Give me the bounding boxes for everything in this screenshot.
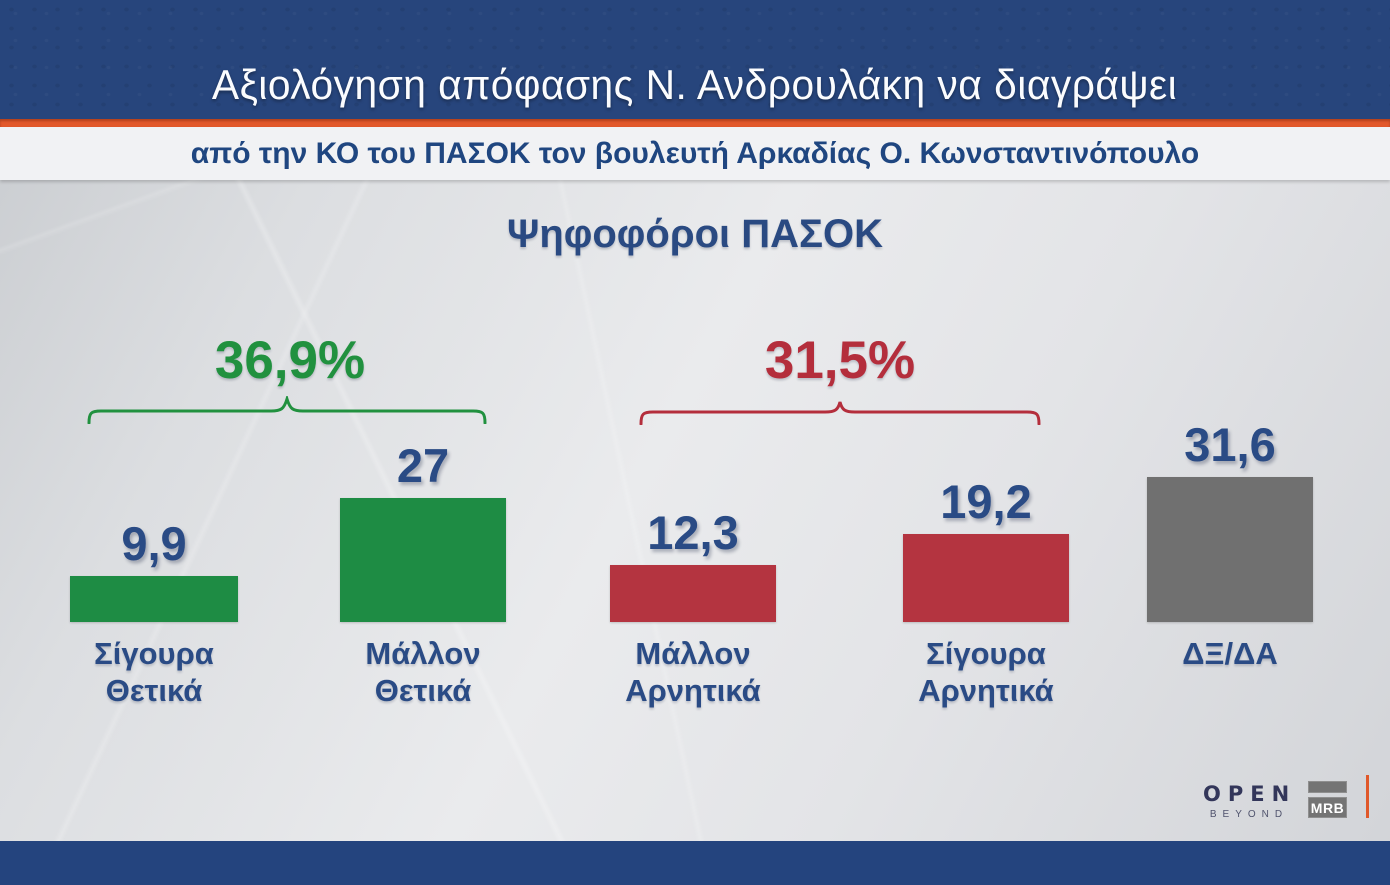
bar-value-label: 9,9 — [121, 517, 187, 570]
open-logo-subtext: BEYOND — [1209, 809, 1289, 820]
bottom-navy-bar — [0, 841, 1390, 885]
mrb-logo-text: MRB — [1308, 797, 1347, 818]
open-channel-logo: OPEN BEYOND — [1196, 782, 1296, 820]
bar-mallon-arnitika — [610, 565, 776, 622]
bar-value-label: 12,3 — [647, 506, 739, 559]
group-positive-percentage: 36,9% — [214, 331, 366, 390]
bar-column-mallon-thetika: 27 — [340, 442, 506, 622]
bar-value-label: 27 — [396, 439, 450, 492]
bar-column-dx-da: 31,6 — [1147, 421, 1313, 622]
banner-title: Αξιολόγηση απόφασης Ν. Ανδρουλάκη να δια… — [212, 61, 1178, 108]
chart-title: Ψηφοφόροι ΠΑΣΟΚ — [506, 212, 884, 256]
orange-divider — [0, 119, 1390, 127]
mrb-logo-bar — [1308, 781, 1347, 793]
brace-positive-path — [87, 396, 487, 424]
category-label-sigoura-arnitika: Σίγουρα Αρνητικά — [918, 636, 1054, 708]
bar-sigoura-arnitika — [903, 534, 1069, 622]
category-label-dx-da: ΔΞ/ΔΑ — [1182, 636, 1278, 671]
bar-column-mallon-arnitika: 12,3 — [610, 509, 776, 622]
bar-value-label: 31,6 — [1184, 418, 1276, 471]
bar-value-label: 19,2 — [940, 475, 1032, 528]
subheader-text: από την ΚΟ του ΠΑΣΟΚ τον βουλευτή Αρκαδί… — [190, 136, 1200, 170]
subheader-strip: από την ΚΟ του ΠΑΣΟΚ τον βουλευτή Αρκαδί… — [0, 127, 1390, 180]
category-label-sigoura-thetika: Σίγουρα Θετικά — [94, 636, 214, 708]
bar-dx-da — [1147, 477, 1313, 622]
bar-mallon-thetika — [340, 498, 506, 622]
brace-negative-path — [639, 401, 1041, 425]
orange-accent-tick — [1366, 775, 1369, 818]
category-label-mallon-arnitika: Μάλλον Αρνητικά — [625, 636, 761, 708]
bar-sigoura-thetika — [70, 576, 238, 622]
brace-negative-group — [639, 401, 1041, 425]
group-negative-percentage: 31,5% — [764, 331, 916, 390]
header-banner: Αξιολόγηση απόφασης Ν. Ανδρουλάκη να δια… — [0, 0, 1390, 119]
bar-column-sigoura-thetika: 9,9 — [70, 520, 238, 622]
bar-column-sigoura-arnitika: 19,2 — [903, 478, 1069, 622]
open-logo-text: OPEN — [1203, 782, 1297, 806]
mrb-agency-logo: MRB — [1308, 781, 1347, 818]
brace-positive-group — [87, 396, 487, 424]
category-label-mallon-thetika: Μάλλον Θετικά — [365, 636, 481, 708]
